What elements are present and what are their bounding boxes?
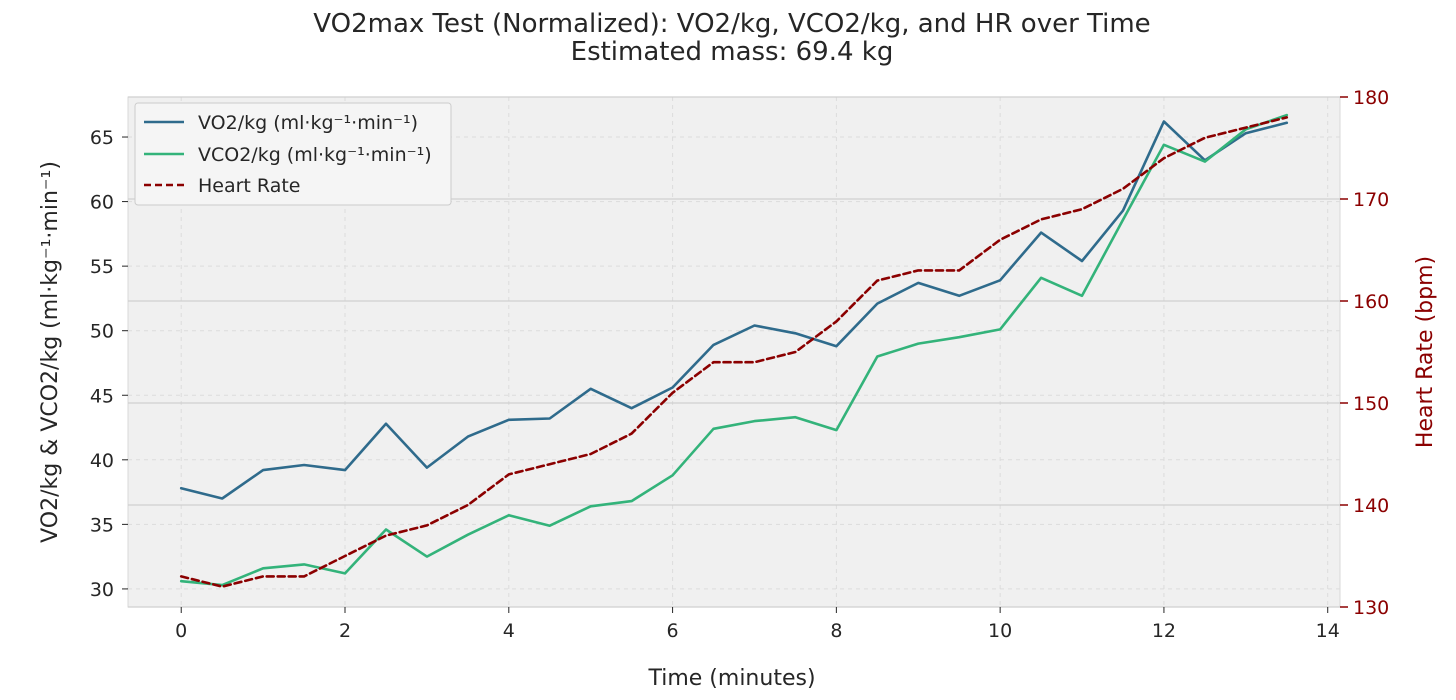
y-axis-right: 130 140 150 160 170 180: [1340, 87, 1389, 619]
legend: VO2/kg (ml·kg⁻¹·min⁻¹) VCO2/kg (ml·kg⁻¹·…: [134, 102, 452, 206]
y2-tick-label: 130: [1353, 597, 1389, 619]
x-axis: 0 2 4 6 8 10 12 14: [175, 607, 1340, 642]
y2-tick-label: 170: [1353, 189, 1389, 211]
y-tick-label: 60: [90, 192, 114, 214]
legend-label-hr: Heart Rate: [198, 175, 301, 197]
x-tick-label: 2: [339, 620, 351, 642]
y-axis-label: VO2/kg & VCO2/kg (ml·kg⁻¹·min⁻¹): [38, 161, 63, 543]
x-tick-label: 0: [175, 620, 187, 642]
legend-label-vco2: VCO2/kg (ml·kg⁻¹·min⁻¹): [198, 144, 432, 166]
y2-axis-label: Heart Rate (bpm): [1413, 256, 1438, 448]
series-line-hr: [179, 116, 1289, 588]
y-tick-label: 50: [90, 321, 114, 343]
x-tick-label: 8: [830, 620, 842, 642]
x-tick-label: 6: [667, 620, 679, 642]
y-axis-left: 30 35 40 45 50 55 60 65: [90, 127, 128, 601]
series-line-vo2: [179, 120, 1289, 500]
x-tick-label: 10: [988, 620, 1012, 642]
series-line-vco2: [179, 113, 1289, 587]
x-tick-label: 12: [1152, 620, 1176, 642]
chart-subtitle: Estimated mass: 69.4 kg: [571, 37, 894, 67]
legend-label-vo2: VO2/kg (ml·kg⁻¹·min⁻¹): [198, 112, 418, 134]
y-tick-label: 65: [90, 127, 114, 149]
y-tick-label: 45: [90, 385, 114, 407]
x-tick-label: 14: [1316, 620, 1340, 642]
chart-title: VO2max Test (Normalized): VO2/kg, VCO2/k…: [313, 9, 1150, 39]
y-tick-label: 55: [90, 256, 114, 278]
y2-tick-label: 180: [1353, 87, 1389, 109]
legend-frame: [134, 102, 452, 206]
x-axis-label: Time (minutes): [647, 666, 815, 691]
y-tick-label: 35: [90, 514, 114, 536]
y-tick-label: 30: [90, 579, 114, 601]
y2-tick-label: 150: [1353, 393, 1389, 415]
y2-tick-label: 140: [1353, 495, 1389, 517]
series-lines: [179, 113, 1289, 588]
x-tick-label: 4: [503, 620, 515, 642]
y-tick-label: 40: [90, 450, 114, 472]
y2-tick-label: 160: [1353, 291, 1389, 313]
